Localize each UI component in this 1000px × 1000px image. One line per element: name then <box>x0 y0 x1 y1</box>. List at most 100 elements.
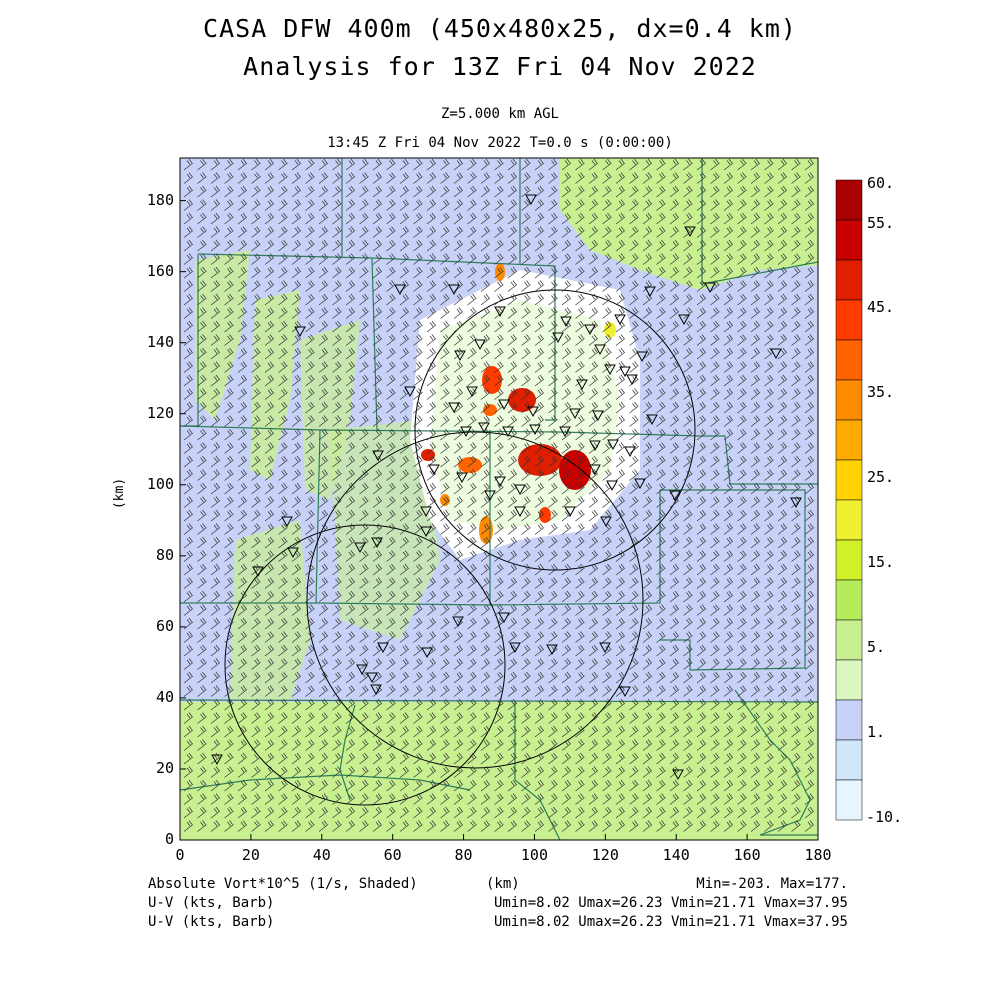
radar-station-marker <box>790 497 802 509</box>
radar-station-marker <box>420 526 432 538</box>
radar-station-marker <box>211 754 223 766</box>
plot-title-line1: CASA DFW 400m (450x480x25, dx=0.4 km) <box>203 14 797 43</box>
radar-station-marker <box>594 344 606 356</box>
colorbar-swatch <box>835 259 863 301</box>
radar-station-marker <box>584 324 596 336</box>
colorbar-swatch <box>835 219 863 261</box>
colorbar-label: 1. <box>867 723 886 741</box>
y-tick-label: 20 <box>155 758 174 777</box>
radar-station-marker <box>564 506 576 518</box>
vort-max-12 <box>604 322 616 338</box>
radar-station-marker <box>646 414 658 426</box>
radar-station-marker <box>704 282 716 294</box>
colorbar-swatch <box>835 659 863 701</box>
radar-station-marker <box>525 194 537 206</box>
radar-station-marker <box>529 424 541 436</box>
footer-wind-stats-2: Umin=8.02 Umax=26.23 Vmin=21.71 Vmax=37.… <box>493 914 848 930</box>
radar-station-marker <box>606 480 618 492</box>
vorticity-west-patch-2 <box>250 290 300 480</box>
colorbar-label: 15. <box>867 553 895 571</box>
radar-station-marker <box>509 642 521 654</box>
radar-station-marker <box>377 642 389 654</box>
radar-station-marker <box>404 386 416 398</box>
footer-field-vorticity: Absolute Vort*10^5 (1/s, Shaded) <box>148 876 418 892</box>
radar-station-marker <box>252 566 264 578</box>
radar-station-marker <box>514 484 526 496</box>
radar-station-marker <box>514 506 526 518</box>
axis-ticks <box>179 200 819 841</box>
colorbar-swatch <box>835 739 863 781</box>
radar-station-marker <box>370 684 382 696</box>
radar-station-marker <box>589 464 601 476</box>
vorticity-central-west-patch <box>330 420 440 640</box>
valid-time-label: 13:45 Z Fri 04 Nov 2022 T=0.0 s (0:00:00… <box>327 135 673 151</box>
radar-station-marker <box>619 366 631 378</box>
colorbar-swatch <box>835 179 863 221</box>
plot-frame <box>179 157 819 841</box>
vort-max-9 <box>539 507 551 523</box>
radar-station-marker <box>592 410 604 422</box>
radar-station-marker <box>294 326 306 338</box>
radar-station-marker <box>494 476 506 488</box>
station-markers <box>211 194 802 781</box>
y-tick-label: 160 <box>146 261 174 280</box>
colorbar-label: 25. <box>867 468 895 486</box>
vort-max-1 <box>482 366 502 394</box>
wind-barb-grid <box>183 158 815 832</box>
radar-station-marker <box>599 642 611 654</box>
radar-station-marker <box>281 516 293 528</box>
footer-field-wind-1: U-V (kts, Barb) <box>148 895 275 911</box>
radar-station-marker <box>619 686 631 698</box>
x-tick-label: 140 <box>662 846 690 864</box>
colorbar-label: 45. <box>867 298 895 316</box>
colorbar-swatch <box>835 379 863 421</box>
radar-station-marker <box>394 284 406 296</box>
radar-station-marker <box>607 439 619 451</box>
radar-station-marker <box>552 332 564 344</box>
colorbar-label: 55. <box>867 214 895 232</box>
radar-station-marker <box>356 664 368 676</box>
radar-station-marker <box>669 490 681 502</box>
colorbar-swatch <box>835 579 863 621</box>
colorbar-label: -10. <box>866 808 903 826</box>
radar-station-marker <box>420 506 432 518</box>
radar-station-marker <box>474 339 486 351</box>
x-tick-label: 0 <box>175 846 185 864</box>
x-tick-label: 80 <box>454 846 473 864</box>
radar-station-marker <box>678 314 690 326</box>
radar-station-marker <box>527 406 539 418</box>
radar-station-marker <box>466 386 478 398</box>
x-tick-label: 160 <box>733 846 761 864</box>
y-tick-label: 40 <box>155 687 174 706</box>
colorbar-swatch <box>835 419 863 461</box>
footer-x-axis-label: (km) <box>486 876 520 892</box>
vort-max-8 <box>479 516 493 544</box>
level-label: Z=5.000 km AGL <box>440 106 559 122</box>
radar-station-marker <box>448 284 460 296</box>
radar-station-marker <box>421 647 433 659</box>
vort-max-5 <box>559 450 591 490</box>
radar-station-marker <box>636 351 648 363</box>
radar-station-marker <box>634 478 646 490</box>
colorbar-swatch <box>835 299 863 341</box>
radar-station-marker <box>502 426 514 438</box>
radar-station-marker <box>366 672 378 684</box>
radar-station-marker <box>428 464 440 476</box>
x-tick-label: 60 <box>383 846 402 864</box>
colorbar-swatch <box>835 619 863 661</box>
y-tick-label: 0 <box>164 830 174 848</box>
radar-station-marker <box>454 350 466 362</box>
radar-station-marker <box>624 446 636 458</box>
y-tick-label: 60 <box>155 616 174 635</box>
y-tick-label: 80 <box>155 545 174 564</box>
vorticity-northeast-patch <box>560 158 818 290</box>
x-tick-label: 180 <box>804 846 832 864</box>
vorticity-west-patch-4 <box>230 520 310 700</box>
vorticity-west-patch-1 <box>195 250 250 420</box>
radar-station-marker <box>546 644 558 656</box>
radar-station-marker <box>600 516 612 528</box>
y-tick-label: 140 <box>146 332 174 351</box>
radar-station-marker <box>569 408 581 420</box>
radar-station-marker <box>614 314 626 326</box>
radar-station-marker <box>672 769 684 781</box>
